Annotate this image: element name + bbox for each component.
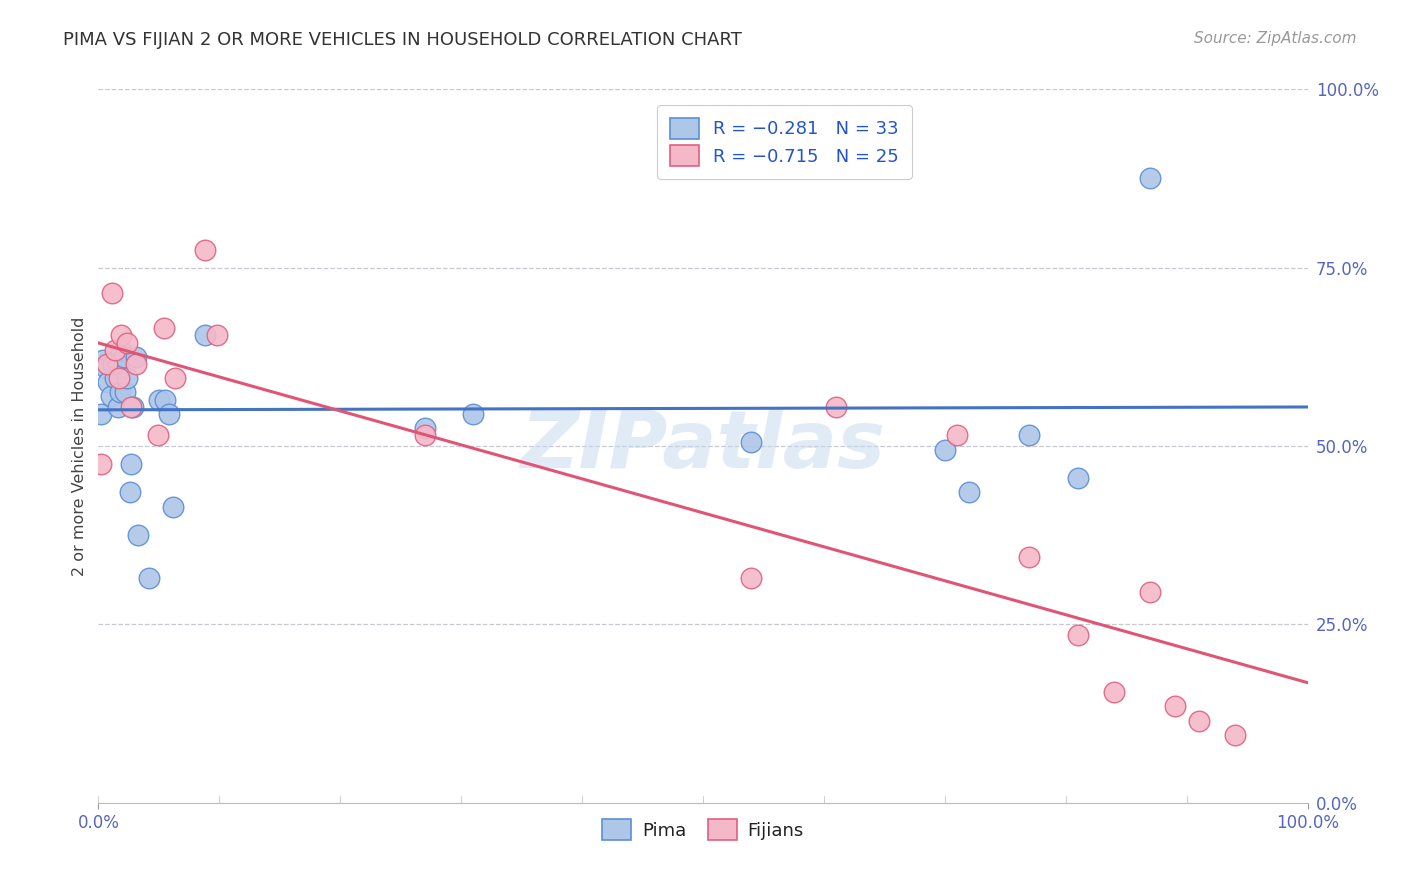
Point: [825, 400, 848, 414]
Point: [138, 571, 160, 585]
Point: [104, 371, 127, 385]
Point: [205, 328, 228, 343]
Point: [413, 421, 436, 435]
Point: [946, 428, 969, 442]
Point: [463, 407, 485, 421]
Point: [148, 392, 170, 407]
Point: [1067, 628, 1090, 642]
Point: [91, 353, 114, 368]
Point: [120, 457, 142, 471]
Point: [127, 528, 149, 542]
Point: [94, 360, 117, 375]
Point: [1188, 714, 1211, 728]
Text: ZIPatlas: ZIPatlas: [520, 407, 886, 485]
Point: [110, 343, 132, 357]
Point: [194, 243, 217, 257]
Point: [146, 428, 169, 442]
Y-axis label: 2 or more Vehicles in Household: 2 or more Vehicles in Household: [72, 317, 87, 575]
Legend: Pima, Fijians: Pima, Fijians: [595, 812, 811, 847]
Point: [153, 392, 176, 407]
Point: [97, 375, 120, 389]
Point: [104, 343, 127, 357]
Point: [118, 485, 141, 500]
Point: [107, 357, 129, 371]
Point: [194, 328, 217, 343]
Point: [740, 435, 762, 450]
Point: [1139, 585, 1161, 599]
Point: [1102, 685, 1125, 699]
Point: [122, 400, 145, 414]
Point: [117, 371, 139, 385]
Point: [1018, 549, 1040, 564]
Point: [413, 428, 436, 442]
Point: [100, 285, 122, 300]
Point: [1139, 171, 1161, 186]
Point: [108, 371, 131, 385]
Point: [108, 385, 131, 400]
Point: [100, 389, 122, 403]
Point: [117, 335, 139, 350]
Point: [957, 485, 980, 500]
Point: [162, 500, 184, 514]
Point: [163, 371, 186, 385]
Point: [125, 357, 148, 371]
Point: [90, 407, 112, 421]
Point: [1067, 471, 1090, 485]
Point: [90, 457, 112, 471]
Point: [120, 400, 142, 414]
Point: [1018, 428, 1040, 442]
Point: [101, 357, 124, 371]
Point: [112, 350, 135, 364]
Point: [125, 350, 148, 364]
Point: [152, 321, 174, 335]
Point: [107, 400, 129, 414]
Point: [110, 328, 132, 343]
Point: [1223, 728, 1246, 742]
Point: [114, 385, 136, 400]
Point: [1163, 699, 1185, 714]
Point: [96, 357, 118, 371]
Point: [157, 407, 180, 421]
Text: Source: ZipAtlas.com: Source: ZipAtlas.com: [1194, 31, 1357, 46]
Text: PIMA VS FIJIAN 2 OR MORE VEHICLES IN HOUSEHOLD CORRELATION CHART: PIMA VS FIJIAN 2 OR MORE VEHICLES IN HOU…: [63, 31, 742, 49]
Point: [740, 571, 762, 585]
Point: [934, 442, 956, 457]
